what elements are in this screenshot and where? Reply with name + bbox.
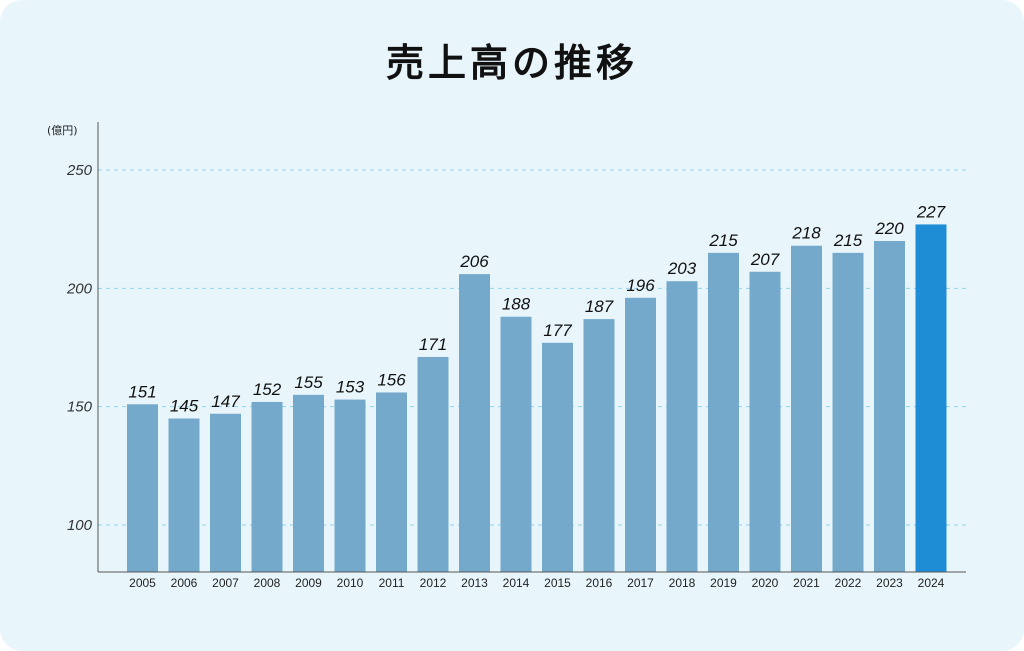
x-tick-label-2012: 2012 [420,576,447,590]
x-tick-label-2023: 2023 [876,576,903,590]
value-label-2007: 147 [211,392,240,411]
x-tick-label-2024: 2024 [918,576,945,590]
value-label-2016: 187 [585,297,614,316]
value-label-2019: 215 [708,231,738,250]
value-label-2022: 215 [833,231,863,250]
bar-2014 [500,316,532,572]
x-tick-label-2018: 2018 [669,576,696,590]
chart-title: 売上高の推移 [385,41,638,85]
bar-2011 [376,392,407,572]
x-tick-label-2013: 2013 [461,576,488,590]
x-tick-label-2015: 2015 [544,576,571,590]
bar-2015 [542,342,573,572]
x-tick-label-2014: 2014 [503,576,530,590]
x-tick-label-2010: 2010 [337,576,364,590]
y-tick-label-250: 250 [66,162,93,179]
value-label-2009: 155 [294,373,323,392]
value-label-2021: 218 [791,224,821,243]
bar-2018 [666,281,698,572]
y-tick-label-200: 200 [66,280,93,297]
x-tick-label-2016: 2016 [586,576,613,590]
x-tick-label-2008: 2008 [254,576,281,590]
bar-2013 [459,274,490,572]
value-label-2024: 227 [916,202,946,221]
bar-2016 [583,319,615,572]
x-tick-label-2021: 2021 [793,576,820,590]
bar-2010 [334,399,366,572]
bar-2019 [708,252,739,573]
bar-2008 [251,401,283,572]
x-tick-label-2011: 2011 [379,576,405,590]
y-tick-label-100: 100 [67,517,93,534]
bar-2005 [127,404,158,572]
value-label-2006: 145 [170,397,199,416]
bar-2020 [749,271,781,572]
value-label-2017: 196 [626,276,655,295]
value-label-2018: 203 [667,259,697,278]
x-tick-label-2022: 2022 [835,576,862,590]
bar-2021 [791,245,822,572]
value-label-2023: 220 [874,219,904,238]
x-tick-label-2019: 2019 [710,576,737,590]
value-labels: 151 145 147 152 155 153 156 171 206 188 177 187 196 2… [128,202,945,415]
x-tick-label-2007: 2007 [212,576,239,590]
value-label-2005: 151 [128,382,156,401]
x-tick-label-2009: 2009 [295,576,322,590]
x-tick-label-2006: 2006 [171,576,198,590]
y-tick-label-150: 150 [67,399,93,416]
x-tick-label-2020: 2020 [752,576,779,590]
bar-2009 [293,394,324,572]
value-label-2015: 177 [543,321,572,340]
x-axis-ticks: 2005 2006 2007 2008 2009 2010 2011 2012 2013 2014… [129,576,945,590]
x-tick-label-2017: 2017 [627,576,654,590]
value-label-2010: 153 [336,378,365,397]
value-label-2008: 152 [253,380,282,399]
bars [127,224,947,573]
value-label-2012: 171 [419,335,447,354]
bar-2006 [168,418,200,572]
bar-2024 [915,224,947,572]
y-axis-unit-label: (億円) [47,124,78,137]
bar-2017 [625,297,656,572]
value-label-2020: 207 [750,250,780,269]
value-label-2011: 156 [377,370,406,389]
bar-2022 [832,252,864,573]
x-tick-label-2005: 2005 [129,576,156,590]
bar-2012 [417,356,449,572]
bar-2023 [874,241,905,572]
bar-2007 [210,413,241,572]
y-axis-ticks: 100 150 200 250 [66,162,93,534]
value-label-2014: 188 [502,295,531,314]
value-label-2013: 206 [459,252,489,271]
